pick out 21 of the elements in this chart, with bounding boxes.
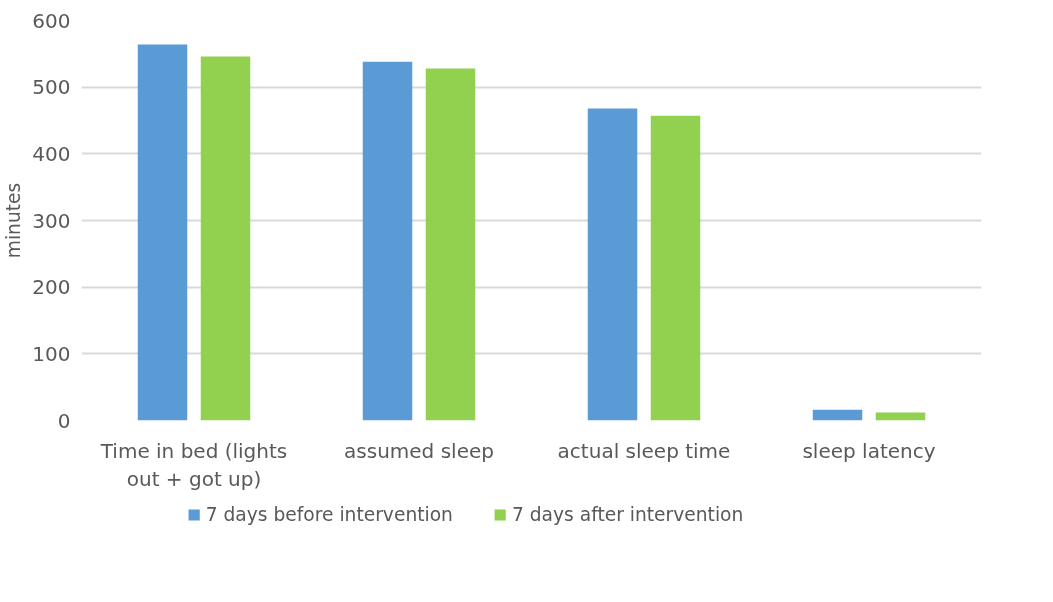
- x-tick-label: actual sleep time: [557, 438, 731, 463]
- y-tick-label: 500: [32, 75, 71, 100]
- bar: [362, 61, 413, 421]
- x-tick-label: assumed sleep: [344, 438, 494, 463]
- y-tick-label: 200: [32, 275, 71, 300]
- y-tick-label: 300: [32, 208, 71, 233]
- y-axis-title: minutes: [3, 182, 25, 259]
- legend-label: 7 days before intervention: [205, 503, 453, 525]
- bar: [650, 115, 701, 421]
- bar: [812, 409, 863, 421]
- y-tick-label: 400: [32, 141, 71, 166]
- y-tick-label: 600: [32, 8, 71, 33]
- y-tick-label: 100: [32, 341, 71, 366]
- legend-label: 7 days after intervention: [511, 503, 744, 525]
- x-tick-label: sleep latency: [802, 438, 936, 463]
- bar: [587, 108, 638, 421]
- bar: [137, 44, 188, 421]
- x-tick-label: Time in bed (lights out + got up): [99, 438, 288, 492]
- bar: [200, 56, 251, 421]
- y-tick-label: 0: [57, 408, 71, 433]
- bar: [425, 68, 476, 421]
